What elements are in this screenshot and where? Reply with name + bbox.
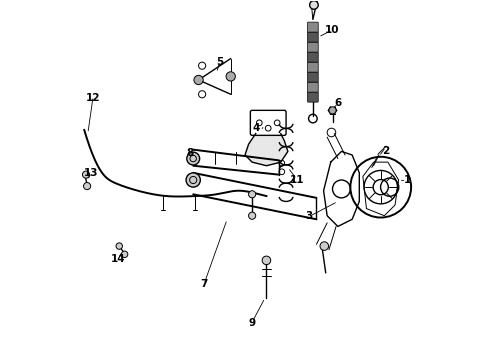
Circle shape: [82, 171, 90, 178]
Circle shape: [320, 242, 329, 250]
FancyBboxPatch shape: [250, 111, 286, 135]
FancyBboxPatch shape: [308, 82, 318, 92]
Text: 5: 5: [217, 57, 223, 67]
Text: 7: 7: [200, 279, 208, 289]
FancyBboxPatch shape: [308, 52, 318, 62]
FancyBboxPatch shape: [308, 22, 318, 32]
Text: 9: 9: [248, 318, 256, 328]
Circle shape: [186, 173, 200, 187]
Text: 2: 2: [383, 147, 390, 157]
Circle shape: [187, 152, 199, 165]
FancyBboxPatch shape: [308, 72, 318, 82]
Text: 1: 1: [404, 175, 411, 185]
FancyBboxPatch shape: [308, 42, 318, 52]
Polygon shape: [323, 152, 359, 226]
Text: 8: 8: [186, 148, 193, 158]
Circle shape: [122, 251, 128, 257]
Text: 14: 14: [111, 253, 125, 264]
Text: 13: 13: [84, 168, 98, 178]
Text: 12: 12: [86, 93, 100, 103]
Circle shape: [248, 191, 256, 198]
Text: 6: 6: [334, 98, 342, 108]
FancyBboxPatch shape: [308, 92, 318, 102]
Text: 10: 10: [325, 25, 340, 35]
Text: 4: 4: [252, 123, 259, 133]
FancyBboxPatch shape: [308, 62, 318, 72]
Circle shape: [226, 72, 235, 81]
Text: 3: 3: [306, 211, 313, 221]
Circle shape: [329, 107, 336, 114]
Circle shape: [116, 243, 122, 249]
Circle shape: [83, 183, 91, 190]
Circle shape: [248, 212, 256, 219]
FancyBboxPatch shape: [308, 32, 318, 42]
Circle shape: [310, 1, 318, 9]
Circle shape: [262, 256, 270, 265]
Circle shape: [194, 75, 203, 85]
Polygon shape: [245, 134, 288, 166]
Text: 11: 11: [290, 175, 304, 185]
